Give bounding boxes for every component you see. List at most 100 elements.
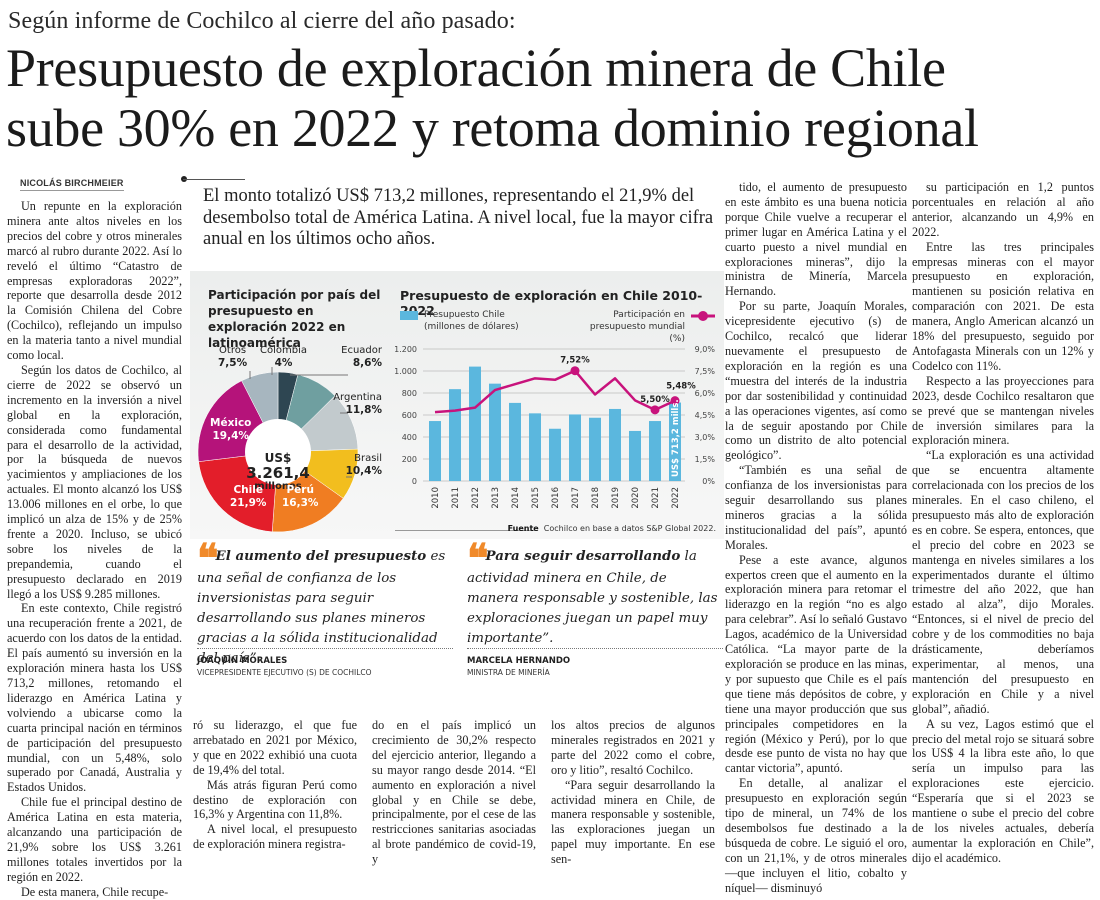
pull-quote-1-name: JOAQUÍN MORALES xyxy=(197,656,287,666)
pie-label-brasil-name: Brasil xyxy=(342,453,382,465)
bottom-column-3: los altos precios de algunos minerales r… xyxy=(551,718,715,867)
pie-label-argentina-value: 11,8% xyxy=(346,404,382,416)
legend-bar-swatch xyxy=(400,311,418,320)
pull-quote-1-rule xyxy=(197,648,453,649)
pie-label-ecuador-name: Ecuador xyxy=(338,345,382,357)
paragraph: En detalle, al analizar el presupuesto e… xyxy=(725,776,907,895)
legend-bar-label-2: (millones de dólares) xyxy=(400,321,519,333)
bar-2013 xyxy=(489,384,501,481)
bar-2017 xyxy=(569,414,581,481)
pie-label-otros-value: 7,5% xyxy=(218,357,247,369)
x-tick-label: 2015 xyxy=(531,487,541,509)
dek-rule xyxy=(183,179,245,180)
pull-quote-1: ❝El aumento del presupuesto es una señal… xyxy=(197,546,453,669)
chart-source: Fuente Cochilco en base a datos S&P Glob… xyxy=(508,524,716,533)
paragraph: los altos precios de algunos minerales r… xyxy=(551,718,715,778)
bottom-column-1: ró su liderazgo, el que fue arrebatado e… xyxy=(193,718,357,852)
bar-2016 xyxy=(549,429,561,481)
bar-2019 xyxy=(609,409,621,481)
pull-quote-2: ❝Para seguir desarrollando la actividad … xyxy=(467,546,722,649)
y-right-tick-label: 0% xyxy=(702,477,715,486)
y-left-tick-label: 600 xyxy=(402,411,417,420)
x-tick-label: 2013 xyxy=(491,487,501,509)
pie-label-chile-value: 21,9% xyxy=(230,497,266,510)
paragraph: Un repunte en la exploración minera ante… xyxy=(7,199,182,363)
pull-quote-2-role: MINISTRA DE MINERÍA xyxy=(467,668,550,677)
x-tick-label: 2016 xyxy=(551,487,561,509)
line-point-2021 xyxy=(651,405,660,414)
x-tick-label: 2018 xyxy=(591,487,601,509)
bar-2011 xyxy=(449,389,461,481)
paragraph: Según los datos de Cochilco, al cierre d… xyxy=(7,363,182,602)
pull-quote-2-rule xyxy=(467,648,723,649)
source-text: Cochilco en base a datos S&P Global 2022… xyxy=(544,524,716,533)
bar-2018 xyxy=(589,418,601,481)
quote-mark-icon: ❝ xyxy=(197,549,213,569)
line-value-label: 5,48% xyxy=(666,382,696,392)
y-left-tick-label: 0 xyxy=(412,477,417,486)
pie-label-argentina-name: Argentina xyxy=(330,392,382,404)
line-value-label: 7,52% xyxy=(560,356,590,366)
column-5: su participación en 1,2 puntos porcentua… xyxy=(912,180,1094,866)
headline-line-1: Presupuesto de exploración minera de Chi… xyxy=(6,38,1096,98)
legend-line-label-1: Participación en xyxy=(575,309,685,321)
article-headline: Presupuesto de exploración minera de Chi… xyxy=(6,38,1096,158)
paragraph: Respecto a las proyecciones para 2023, d… xyxy=(912,374,1094,449)
x-tick-label: 2022 xyxy=(671,487,681,509)
x-tick-label: 2019 xyxy=(611,487,621,509)
pull-quote-1-role: VICEPRESIDENTE EJECUTIVO (S) DE COCHILCO xyxy=(197,668,372,677)
legend-bars: Presupuesto Chile (millones de dólares) xyxy=(400,309,519,333)
bar-2012 xyxy=(469,367,481,481)
paragraph: A su vez, Lagos estimó que el precio del… xyxy=(912,717,1094,866)
paragraph: ró su liderazgo, el que fue arrebatado e… xyxy=(193,718,357,778)
bar-2020 xyxy=(629,431,641,481)
pull-quote-2-name: MARCELA HERNANDO xyxy=(467,656,570,666)
paragraph: Por su parte, Joaquín Morales, vicepresi… xyxy=(725,299,907,463)
infographic: Participación por país del presupuesto e… xyxy=(190,271,724,539)
line-point-2017 xyxy=(571,366,580,375)
legend-line-swatch-icon xyxy=(690,310,716,322)
y-right-tick-label: 6,0% xyxy=(695,389,716,398)
article-kicker: Según informe de Cochilco al cierre del … xyxy=(8,8,516,35)
line-value-label: 5,50% xyxy=(640,395,670,405)
paragraph: A nivel local, el presupuesto de explora… xyxy=(193,822,357,852)
pie-label-colombia-name: Colombia xyxy=(260,345,307,357)
y-right-tick-label: 7,5% xyxy=(695,367,716,376)
pull-quote-1-lead: El aumento del presupuesto xyxy=(216,548,427,564)
bar-2014 xyxy=(509,403,521,481)
headline-line-2: sube 30% en 2022 y retoma dominio region… xyxy=(6,98,1096,158)
source-label: Fuente xyxy=(508,524,539,533)
x-tick-label: 2012 xyxy=(471,487,481,509)
y-right-tick-label: 4,5% xyxy=(695,411,716,420)
paragraph: Pese a este avance, algunos expertos cre… xyxy=(725,553,907,777)
paragraph: su participación en 1,2 puntos porcentua… xyxy=(912,180,1094,240)
article-dek: El monto totalizó US$ 713,2 millones, re… xyxy=(203,186,723,251)
pie-label-colombia-value: 4% xyxy=(275,357,293,369)
y-left-tick-label: 200 xyxy=(402,455,417,464)
pie-label-chile-name: Chile xyxy=(230,484,266,497)
column-4: tido, el aumento de presupuesto en este … xyxy=(725,180,907,896)
x-tick-label: 2021 xyxy=(651,487,661,509)
quote-mark-icon: ❝ xyxy=(467,549,483,569)
y-right-tick-label: 1,5% xyxy=(695,455,716,464)
x-tick-label: 2010 xyxy=(431,487,441,509)
pie-label-otros-name: Otros xyxy=(218,345,247,357)
paragraph: tido, el aumento de presupuesto en este … xyxy=(725,180,907,299)
paragraph: Entre las tres principales empresas mine… xyxy=(912,240,1094,374)
paragraph: Chile fue el principal destino de Améric… xyxy=(7,795,182,884)
y-right-tick-label: 3,0% xyxy=(695,433,716,442)
pie-label-peru-value: 16,3% xyxy=(282,497,318,510)
x-tick-label: 2014 xyxy=(511,487,521,509)
paragraph: De esta manera, Chile recupe- xyxy=(7,885,182,900)
bar-2015 xyxy=(529,413,541,481)
bar-2010 xyxy=(429,421,441,481)
bar-2021 xyxy=(649,421,661,481)
column-1: Un repunte en la exploración minera ante… xyxy=(7,199,182,900)
